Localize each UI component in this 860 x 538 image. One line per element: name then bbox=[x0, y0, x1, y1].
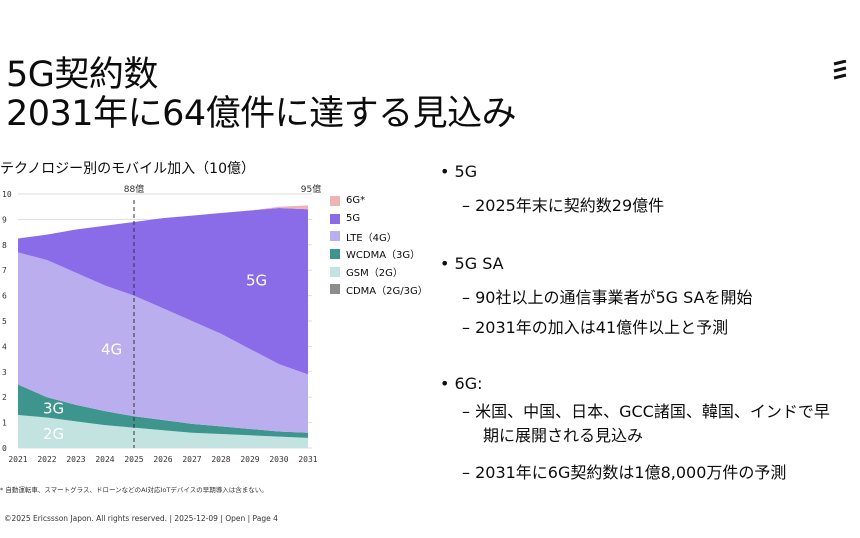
y-tick-label: 10 bbox=[2, 190, 12, 199]
y-tick-label: 2 bbox=[2, 393, 7, 402]
bullet-item: • 6G: bbox=[440, 374, 483, 393]
x-tick-label: 2026 bbox=[153, 455, 172, 464]
x-tick-label: 2030 bbox=[269, 455, 288, 464]
legend-item: 6G* bbox=[330, 192, 428, 210]
y-tick-label: 8 bbox=[2, 241, 7, 250]
legend-label: 6G* bbox=[346, 195, 366, 207]
legend-item: WCDMA（3G） bbox=[330, 245, 428, 263]
stacked-area-chart: 0 1 2 3 4 5 6 7 8 9 10 2021 2022 2023 2024 2025 2026 2027… bbox=[2, 183, 321, 464]
total-annotation: 88億 bbox=[124, 183, 144, 195]
y-tick-label: 7 bbox=[2, 266, 7, 275]
legend-label: 5G bbox=[346, 213, 361, 225]
sub-bullet-item: – 90社以上の通信事業者が5G SAを開始 bbox=[462, 288, 753, 307]
chart-title: テクノロジー別のモバイル加入（10億） bbox=[0, 161, 255, 177]
x-tick-label: 2028 bbox=[211, 455, 230, 464]
sub-bullet-item: – 2025年末に契約数29億件 bbox=[462, 196, 665, 215]
x-tick-label: 2031 bbox=[298, 455, 317, 464]
legend-swatch bbox=[330, 231, 340, 242]
y-tick-label: 4 bbox=[2, 342, 7, 351]
legend-item: 5G bbox=[330, 210, 428, 228]
area-label: 5G bbox=[246, 272, 267, 290]
legend-swatch bbox=[330, 248, 340, 259]
slide-title: 5G契約数 2031年に64億件に達する見込み bbox=[6, 55, 517, 134]
bullet-item: • 5G bbox=[440, 162, 478, 181]
legend-swatch bbox=[330, 266, 340, 277]
sub-bullet-item: – 米国、中国、日本、GCC諸国、韓国、インドで早 期に展開される見込み bbox=[462, 402, 830, 445]
x-tick-label: 2021 bbox=[8, 455, 27, 464]
sub-bullet-item: – 2031年の加入は41億件以上と予測 bbox=[462, 318, 729, 337]
y-tick-label: 9 bbox=[2, 215, 7, 224]
legend-label: CDMA（2G/3G） bbox=[346, 285, 428, 297]
title-line-2: 2031年に64億件に達する見込み bbox=[6, 94, 517, 134]
x-tick-label: 2027 bbox=[182, 455, 201, 464]
y-tick-label: 6 bbox=[2, 292, 7, 301]
x-tick-label: 2025 bbox=[124, 455, 143, 464]
legend-swatch bbox=[330, 213, 340, 224]
x-tick-label: 2023 bbox=[66, 455, 85, 464]
area-label: 4G bbox=[101, 340, 122, 358]
x-tick-label: 2024 bbox=[95, 455, 114, 464]
y-tick-label: 1 bbox=[2, 419, 7, 428]
y-tick-label: 5 bbox=[2, 317, 7, 326]
bullet-item: • 5G SA bbox=[440, 254, 504, 273]
x-tick-label: 2022 bbox=[37, 455, 56, 464]
legend-label: GSM（2G） bbox=[346, 268, 403, 280]
area-label: 3G bbox=[43, 399, 64, 417]
area-5g bbox=[18, 207, 308, 375]
legend-item: GSM（2G） bbox=[330, 263, 428, 281]
legend-swatch bbox=[330, 284, 340, 295]
x-tick-label: 2029 bbox=[240, 455, 259, 464]
chart-legend: 6G* 5G LTE（4G） WCDMA（3G） GSM（2G） CDMA（2G/3G） bbox=[330, 192, 428, 298]
ericsson-logo-icon bbox=[833, 60, 847, 80]
area-label: 2G bbox=[43, 425, 64, 443]
footer: ©2025 Ericssson Japon. All rights reserv… bbox=[4, 514, 278, 523]
area-gsm2g bbox=[18, 414, 308, 448]
title-line-1: 5G契約数 bbox=[6, 55, 158, 95]
total-annotation: 95億 bbox=[301, 183, 321, 195]
area-wcdma3g bbox=[18, 384, 308, 438]
y-tick-label: 3 bbox=[2, 368, 7, 377]
legend-label: WCDMA（3G） bbox=[346, 250, 421, 262]
legend-label: LTE（4G） bbox=[346, 232, 397, 244]
footnote: * 自動運転車、スマートグラス、ドローンなどのAI対応IoTデバイスの早期導入は… bbox=[0, 486, 268, 494]
area-lte4g bbox=[18, 252, 308, 433]
sub-bullet-item: – 2031年に6G契約数は1億8,000万件の予測 bbox=[462, 463, 787, 482]
legend-item: LTE（4G） bbox=[330, 227, 428, 245]
legend-item: CDMA（2G/3G） bbox=[330, 280, 428, 298]
legend-swatch bbox=[330, 195, 340, 206]
y-tick-label: 0 bbox=[2, 444, 7, 453]
